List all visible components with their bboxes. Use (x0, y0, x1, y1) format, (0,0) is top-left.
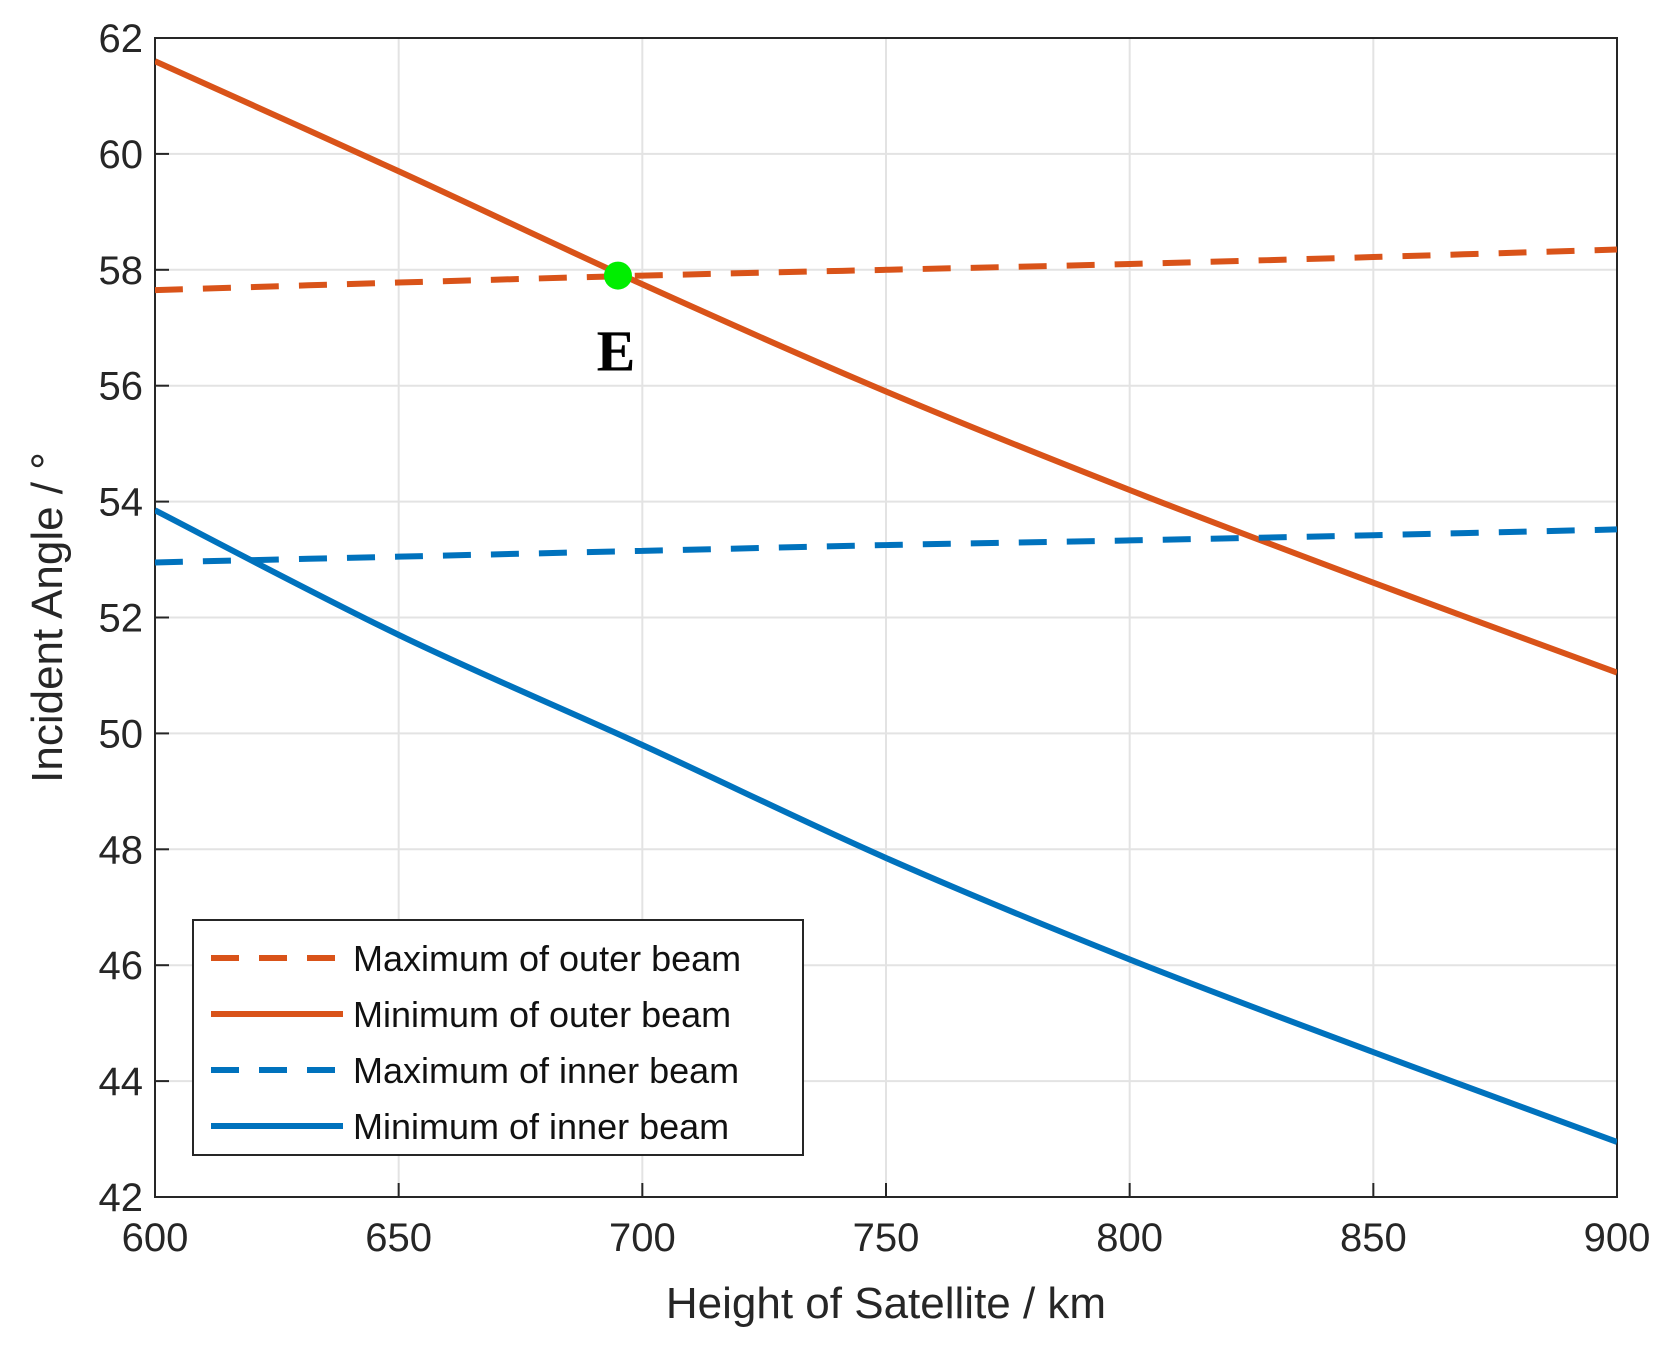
y-tick-label: 60 (99, 133, 144, 177)
y-tick-label: 62 (99, 17, 144, 61)
annotations: E (597, 261, 636, 384)
x-tick-label: 900 (1584, 1216, 1651, 1260)
x-tick-label: 700 (609, 1216, 676, 1260)
y-tick-label: 54 (99, 481, 144, 525)
legend-entry-2: Maximum of inner beam (353, 1050, 739, 1091)
point-e-label: E (597, 319, 636, 384)
x-tick-label: 600 (122, 1216, 189, 1260)
x-axis-label: Height of Satellite / km (666, 1279, 1106, 1328)
point-e-marker (603, 261, 632, 290)
series-lines (155, 58, 1617, 1145)
y-tick-label: 52 (99, 597, 144, 641)
y-tick-label: 58 (99, 249, 144, 293)
series-line-1 (155, 58, 1617, 676)
legend-entry-1: Minimum of outer beam (353, 994, 731, 1035)
x-tick-label: 800 (1096, 1216, 1163, 1260)
x-tick-label: 750 (853, 1216, 920, 1260)
legend-entry-3: Minimum of inner beam (353, 1106, 729, 1147)
x-tick-label: 650 (365, 1216, 432, 1260)
legend-box (192, 919, 804, 1156)
y-tick-label: 42 (99, 1176, 144, 1220)
legend: Maximum of outer beam Minimum of outer be… (192, 919, 804, 1156)
series-line-2 (155, 526, 1617, 566)
y-tick-label: 56 (99, 365, 144, 409)
y-tick-label: 46 (99, 944, 144, 988)
series-line-3 (155, 507, 1617, 1145)
x-tick-label: 850 (1340, 1216, 1407, 1260)
y-tick-label: 44 (99, 1060, 144, 1104)
series-line-0 (155, 246, 1617, 294)
legend-entry-0: Maximum of outer beam (353, 938, 741, 979)
axes: 600 650 700 750 800 850 900 42 44 46 48 50 52 54 56 58 6… (23, 17, 1650, 1328)
y-axis-label: Incident Angle / ° (23, 452, 72, 783)
y-tick-label: 48 (99, 828, 144, 872)
y-tick-label: 50 (99, 712, 144, 756)
